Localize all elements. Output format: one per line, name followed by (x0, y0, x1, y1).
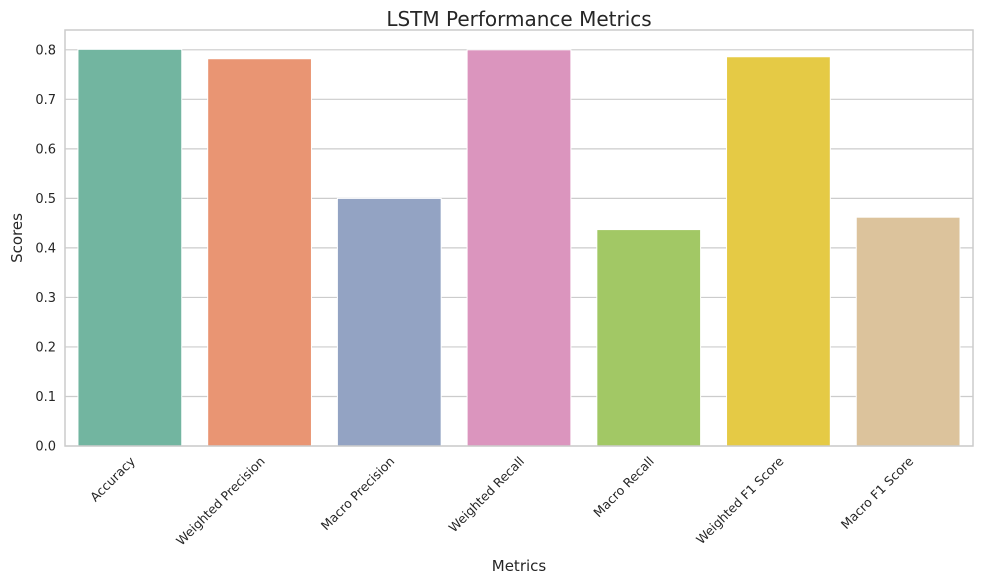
x-tick-label: Macro Precision (318, 454, 398, 534)
y-tick-label: 0.4 (35, 241, 56, 256)
bar-weighted-recall (466, 49, 572, 447)
y-tick-label: 0.3 (35, 291, 56, 306)
y-tick-label: 0.0 (35, 440, 56, 455)
x-tick-label: Accuracy (87, 453, 138, 504)
y-tick-label: 0.5 (35, 192, 56, 207)
y-tick-label: 0.2 (35, 340, 56, 355)
y-tick-label: 0.6 (35, 142, 56, 157)
y-tick-label: 0.1 (35, 390, 56, 405)
y-axis-ticks: 0.0 0.1 0.2 0.3 0.4 0.5 0.6 0.7 0.8 (35, 43, 56, 454)
y-tick-label: 0.8 (35, 43, 56, 58)
x-tick-label: Macro Recall (590, 454, 657, 521)
x-axis-ticks: Accuracy Weighted Precision Macro Precisio… (87, 453, 916, 548)
x-tick-label: Weighted F1 Score (693, 453, 787, 547)
y-tick-label: 0.7 (35, 93, 56, 108)
bars (77, 48, 961, 447)
y-axis-label: Scores (8, 213, 26, 263)
bar-accuracy (77, 48, 183, 447)
plot-frame (64, 29, 974, 447)
x-axis-label: Metrics (492, 557, 547, 575)
x-tick-label: Weighted Precision (173, 454, 268, 549)
bar-weighted-f1-score (726, 56, 831, 447)
x-tick-label: Weighted Recall (445, 454, 527, 536)
x-tick-label: Macro F1 Score (838, 453, 917, 532)
chart-title: LSTM Performance Metrics (386, 7, 651, 31)
bar-weighted-precision (207, 58, 312, 447)
bar-macro-f1-score (855, 216, 961, 447)
bar-macro-recall (596, 229, 702, 447)
bar-macro-precision (336, 197, 442, 447)
